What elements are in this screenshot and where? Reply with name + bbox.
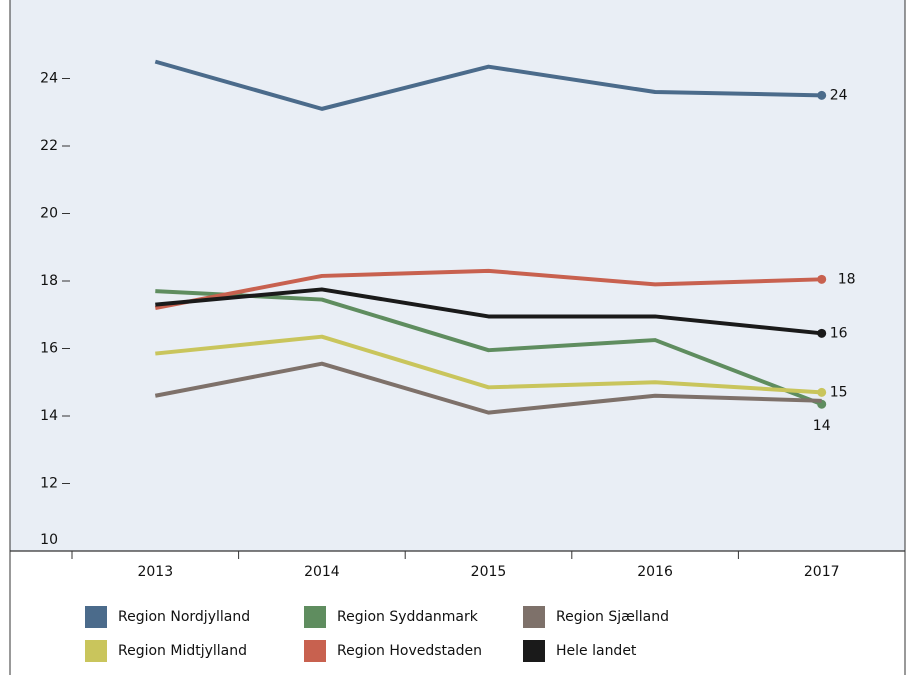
- y-tick-label: 20: [40, 206, 58, 222]
- y-tick-label: 12: [40, 476, 58, 492]
- x-tick-label: 2017: [804, 564, 840, 580]
- value-label: 16: [830, 325, 848, 341]
- legend-swatch: [85, 606, 107, 628]
- legend-swatch: [304, 606, 326, 628]
- end-point: [817, 274, 827, 284]
- y-tick-label: 14: [40, 408, 58, 424]
- x-tick-label: 2016: [637, 564, 673, 580]
- legend-swatch: [85, 640, 107, 662]
- series-line: [154, 361, 822, 415]
- legend-label: Region Sjælland: [556, 609, 669, 625]
- value-label: 18: [838, 271, 856, 287]
- legend-swatch: [304, 640, 326, 662]
- series-line: [154, 59, 822, 111]
- value-label: 14: [813, 418, 831, 434]
- legend-swatch: [523, 640, 545, 662]
- series-line: [155, 289, 823, 407]
- end-point: [817, 387, 827, 397]
- plot-background: [10, 0, 905, 551]
- legend-label: Region Syddanmark: [337, 609, 479, 625]
- legend-label: Region Nordjylland: [118, 609, 250, 625]
- y-tick-label: 10: [40, 532, 58, 548]
- x-tick-label: 2014: [304, 564, 340, 580]
- y-tick-label: 18: [40, 273, 58, 289]
- end-point: [817, 90, 827, 100]
- legend-swatch: [523, 606, 545, 628]
- legend-label: Region Midtjylland: [118, 643, 247, 659]
- value-label: 24: [830, 87, 848, 103]
- series-line: [155, 334, 822, 395]
- legend-label: Region Hovedstaden: [337, 643, 482, 659]
- series-line: [155, 287, 822, 336]
- legend-label: Hele landet: [556, 643, 637, 659]
- x-tick-label: 2013: [137, 564, 173, 580]
- series-line: [154, 268, 822, 310]
- y-tick-label: 24: [40, 71, 58, 87]
- y-tick-label: 22: [40, 138, 58, 154]
- end-point: [817, 328, 827, 338]
- x-tick-label: 2015: [471, 564, 507, 580]
- y-tick-label: 16: [40, 341, 58, 357]
- value-label: 15: [830, 384, 848, 400]
